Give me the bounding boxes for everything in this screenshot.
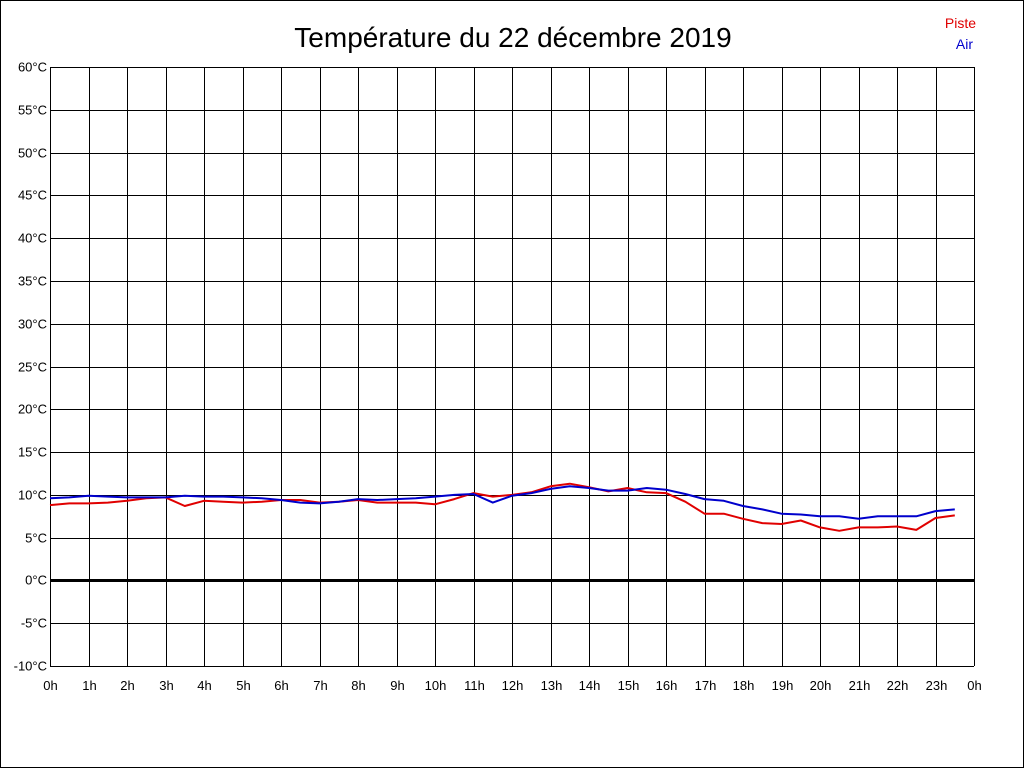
chart-title: Température du 22 décembre 2019 <box>294 22 731 53</box>
x-tick-label: 9h <box>390 678 404 693</box>
x-tick-label: 17h <box>695 678 717 693</box>
x-tick-label: 13h <box>541 678 563 693</box>
y-tick-label: 60°C <box>18 60 47 75</box>
legend-entry-air: Air <box>956 36 973 52</box>
y-tick-label: 0°C <box>25 573 47 588</box>
y-tick-label: -10°C <box>14 659 47 674</box>
legend-entry-piste: Piste <box>945 15 976 31</box>
y-tick-label: 40°C <box>18 231 47 246</box>
x-tick-label: 4h <box>197 678 211 693</box>
y-tick-label: 5°C <box>25 531 47 546</box>
series-line-piste <box>49 482 955 532</box>
x-tick-label: 0h <box>43 678 57 693</box>
y-tick-label: 15°C <box>18 445 47 460</box>
x-tick-label: 18h <box>733 678 755 693</box>
x-tick-label: 14h <box>579 678 601 693</box>
x-tick-label: 3h <box>159 678 173 693</box>
x-tick-label: 23h <box>926 678 948 693</box>
y-tick-label: 35°C <box>18 274 47 289</box>
x-tick-label: 11h <box>464 678 485 693</box>
x-tick-label: 6h <box>274 678 288 693</box>
x-axis-ticks: 0h 1h 2h 3h 4h 5h 6h 7h 8h 9h 10h 11h 12h 13h 14h 15h 16… <box>43 678 981 693</box>
x-tick-label: 20h <box>810 678 832 693</box>
y-tick-label: 45°C <box>18 188 47 203</box>
x-tick-label: 12h <box>502 678 524 693</box>
grid-lines <box>50 67 975 667</box>
x-tick-label: 1h <box>82 678 96 693</box>
y-tick-label: 50°C <box>18 146 47 161</box>
y-tick-label: 30°C <box>18 317 47 332</box>
x-tick-label: 22h <box>887 678 909 693</box>
y-tick-label: -5°C <box>21 616 47 631</box>
x-tick-label: 7h <box>313 678 327 693</box>
x-tick-label: 2h <box>120 678 134 693</box>
x-tick-label: 15h <box>618 678 640 693</box>
x-tick-label: 5h <box>236 678 250 693</box>
y-tick-label: 20°C <box>18 402 47 417</box>
y-axis-ticks: 60°C 55°C 50°C 45°C 40°C 35°C 30°C 25°C 20°C 15°C… <box>14 60 47 674</box>
y-tick-label: 55°C <box>18 103 47 118</box>
x-tick-label: 0h <box>967 678 981 693</box>
x-tick-label: 8h <box>351 678 365 693</box>
series-lines <box>49 482 955 532</box>
x-tick-label: 21h <box>849 678 871 693</box>
x-tick-label: 16h <box>656 678 678 693</box>
y-tick-label: 25°C <box>18 360 47 375</box>
x-tick-label: 19h <box>772 678 794 693</box>
series-line-air <box>49 485 955 520</box>
x-tick-label: 10h <box>425 678 447 693</box>
y-tick-label: 10°C <box>18 488 47 503</box>
